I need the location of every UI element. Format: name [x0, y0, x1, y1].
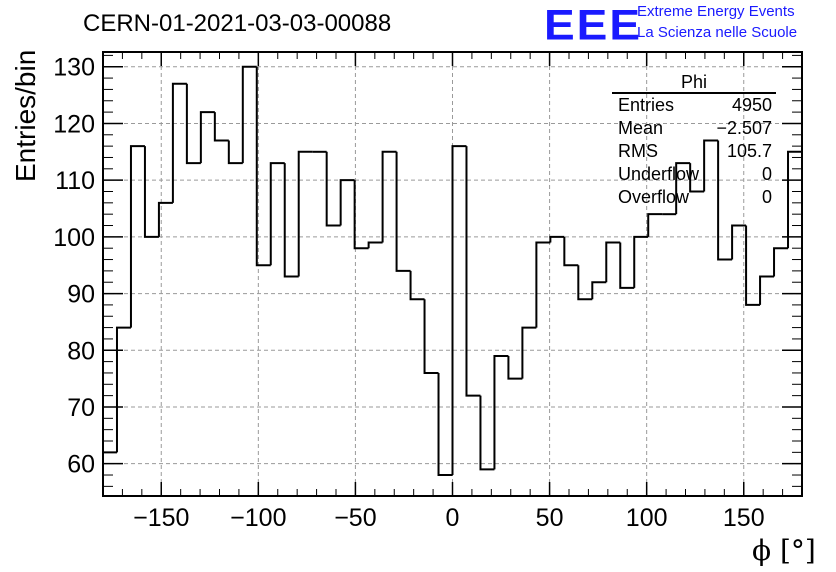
histogram-bin — [759, 275, 775, 305]
histogram-bin — [269, 162, 285, 266]
x-axis-label: ϕ [°] — [752, 534, 816, 567]
histogram-bin — [633, 235, 649, 288]
histogram-bin — [227, 140, 243, 165]
histogram-bin — [773, 247, 789, 277]
stats-label: Entries — [618, 95, 675, 115]
histogram-bin — [115, 326, 131, 453]
statistics-box: Phi Entries 4950 Mean −2.507 RMS 105.7 U… — [612, 72, 776, 209]
histogram-bin — [619, 242, 635, 289]
histogram-bin — [549, 235, 565, 243]
stats-label: Overflow — [618, 187, 690, 207]
y-tick-label: 110 — [55, 167, 95, 195]
histogram-bin — [605, 241, 621, 283]
y-tick-label: 80 — [67, 337, 95, 365]
y-tick-label: 60 — [67, 451, 95, 479]
x-tick-label: −50 — [334, 504, 376, 532]
plot-frame — [102, 51, 803, 497]
histogram-bin — [129, 145, 145, 328]
stats-row-mean: Mean −2.507 — [612, 117, 776, 140]
tick-labels: 60 70 80 90 100 110 120 130 −150 −100 −50 0 50 100 150 — [53, 54, 764, 532]
histogram-bin — [297, 150, 313, 277]
stats-value: 105.7 — [726, 141, 772, 161]
x-tick-label: 150 — [723, 504, 765, 532]
y-tick-label: 130 — [53, 54, 95, 82]
histogram-bin — [157, 201, 173, 237]
stats-row-overflow: Overflow 0 — [612, 186, 776, 209]
logo-line-2: La Scienza nelle Scuole — [637, 24, 798, 41]
histogram-bin — [409, 270, 425, 301]
histogram-bin — [465, 146, 481, 397]
histogram-bin — [395, 151, 411, 272]
histogram-bin — [787, 150, 803, 496]
y-tick-label: 100 — [53, 224, 95, 252]
histogram-bin — [717, 140, 733, 261]
histogram-bins — [102, 65, 803, 496]
y-tick-label: 70 — [67, 394, 95, 422]
histogram-bin — [521, 326, 537, 379]
stats-value: −2.507 — [716, 118, 772, 138]
axis-ticks — [103, 52, 802, 496]
x-tick-label: 50 — [536, 504, 564, 532]
stats-label: RMS — [618, 141, 658, 161]
histogram-bin — [185, 83, 201, 165]
y-axis-label: Entries/bin — [10, 49, 41, 182]
histogram-bin — [325, 151, 341, 227]
histogram-bin — [647, 213, 663, 237]
histogram-bin — [675, 162, 691, 215]
y-tick-label: 120 — [53, 110, 95, 138]
histogram-bin — [423, 299, 439, 374]
stats-label: Mean — [618, 118, 664, 138]
histogram-bin — [353, 180, 369, 250]
logo-line-1: Extreme Energy Events — [637, 3, 795, 20]
stats-row-entries: Entries 4950 — [612, 94, 776, 117]
histogram-bin — [143, 146, 159, 238]
stats-value: 4950 — [731, 95, 772, 115]
histogram-bin — [689, 163, 705, 193]
histogram-bin — [731, 224, 747, 260]
histogram-bin — [507, 355, 523, 380]
eee-logo: EEE — [544, 0, 643, 49]
histogram-bin — [102, 451, 117, 496]
histogram-bin — [241, 65, 257, 164]
x-tick-label: −150 — [133, 504, 189, 532]
stats-value: 0 — [761, 187, 772, 207]
histogram-bin — [493, 354, 509, 470]
y-tick-label: 90 — [67, 281, 95, 309]
x-tick-label: 100 — [626, 504, 668, 532]
histogram-bin — [479, 395, 495, 471]
run-title: CERN-01-2021-03-03-00088 — [83, 10, 392, 37]
stats-row-rms: RMS 105.7 — [612, 140, 776, 163]
histogram-bin — [745, 225, 761, 306]
histogram-bin — [213, 112, 229, 142]
histogram-bin — [563, 236, 579, 267]
stats-value: 0 — [761, 164, 772, 184]
x-tick-label: −100 — [230, 504, 286, 532]
histogram-bin — [283, 163, 299, 278]
grid-lines — [103, 52, 802, 496]
stats-row-underflow: Underflow 0 — [612, 163, 776, 186]
histogram-bin — [703, 139, 719, 192]
histogram-bin — [381, 150, 397, 243]
stats-label: Underflow — [618, 164, 700, 184]
histogram-bin — [199, 111, 215, 164]
stats-title: Phi — [612, 72, 776, 94]
histogram-bin — [255, 66, 271, 267]
histogram-bin — [577, 265, 593, 301]
histogram-bin — [451, 145, 467, 476]
histogram-bin — [535, 241, 551, 328]
histogram-bin — [591, 281, 607, 300]
x-tick-label: 0 — [446, 504, 460, 532]
histogram-bin — [339, 179, 355, 226]
histogram-bin — [367, 241, 383, 249]
histogram-bin — [437, 372, 453, 477]
histogram-bin — [171, 82, 187, 203]
